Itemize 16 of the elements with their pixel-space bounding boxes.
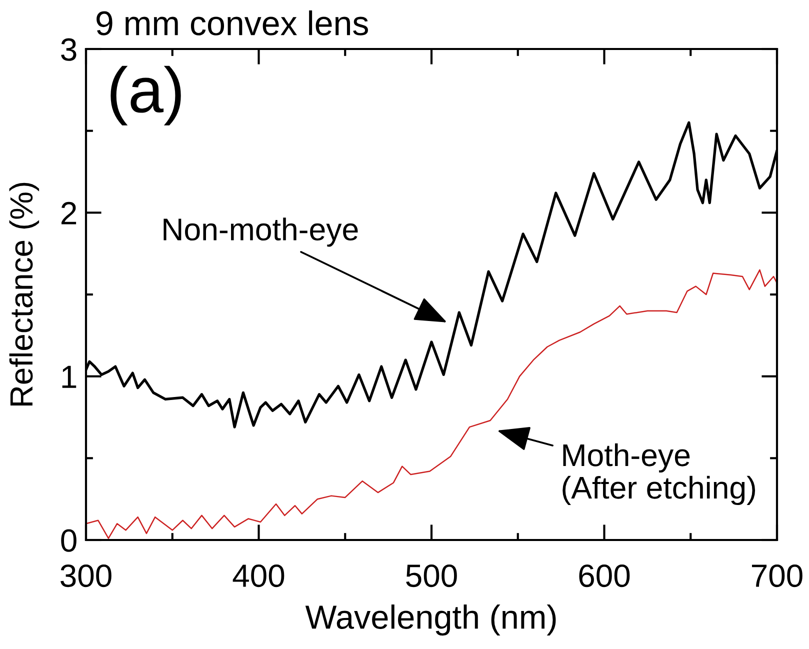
x-tick-label: 400 [232, 564, 284, 588]
y-tick-label: 1 [62, 366, 76, 388]
y-axis-title: Reflectance (%) [9, 182, 40, 406]
annotation: Moth-eye (After etching) [562, 443, 756, 506]
x-axis-title: Wavelength (nm) [305, 604, 556, 636]
x-tick-label: 500 [406, 564, 457, 588]
x-tick-label: 700 [752, 564, 802, 588]
line-series [86, 269, 777, 539]
chart-title: 9 mm convex lens [96, 10, 368, 36]
y-tick-label: 2 [62, 202, 76, 224]
x-tick-label: 600 [579, 564, 630, 588]
y-tick-label: 0 [61, 529, 76, 552]
annotation: Non-moth-eye [164, 218, 358, 247]
y-tick-label: 3 [61, 38, 76, 61]
annotation: (a) [110, 66, 181, 126]
x-tick-label: 300 [60, 564, 112, 588]
